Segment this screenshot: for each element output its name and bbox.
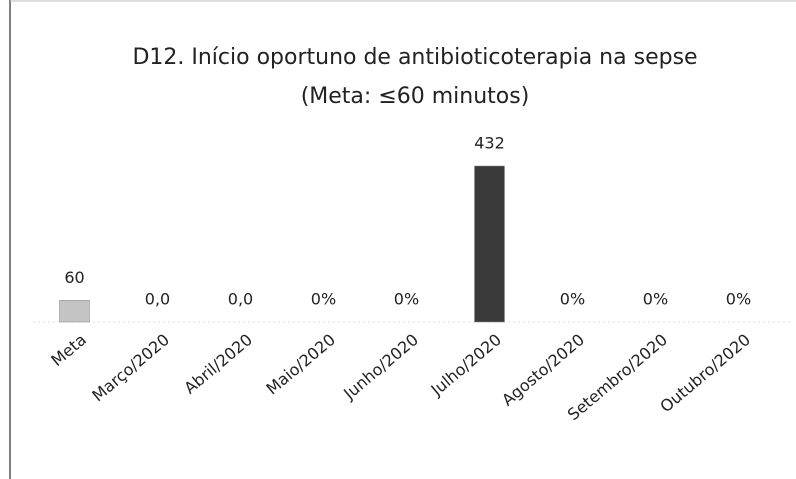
data-label: 0% xyxy=(726,290,751,309)
data-label: 0% xyxy=(560,290,585,309)
x-tick-label: Março/2020 xyxy=(88,330,173,405)
bar xyxy=(474,165,505,323)
data-label: 0% xyxy=(643,290,668,309)
chart-subtitle: (Meta: ≤60 minutos) xyxy=(301,84,530,109)
data-label: 60 xyxy=(64,268,84,287)
x-tick-label: Maio/2020 xyxy=(262,330,339,399)
x-tick-label: Junho/2020 xyxy=(339,330,422,404)
x-tick-label: Outubro/2020 xyxy=(656,330,754,416)
x-tick-label: Meta xyxy=(47,330,90,370)
data-label: 0,0 xyxy=(145,290,170,309)
data-label: 0% xyxy=(394,290,419,309)
data-label: 0,0 xyxy=(228,290,253,309)
chart-title: D12. Início oportuno de antibioticoterap… xyxy=(132,45,697,70)
bar xyxy=(59,300,90,323)
x-tick-label: Julho/2020 xyxy=(427,330,505,400)
x-tick-label: Abril/2020 xyxy=(180,330,256,398)
data-label: 432 xyxy=(474,134,505,153)
x-tick-label: Agosto/2020 xyxy=(498,330,588,410)
data-label: 0% xyxy=(311,290,336,309)
